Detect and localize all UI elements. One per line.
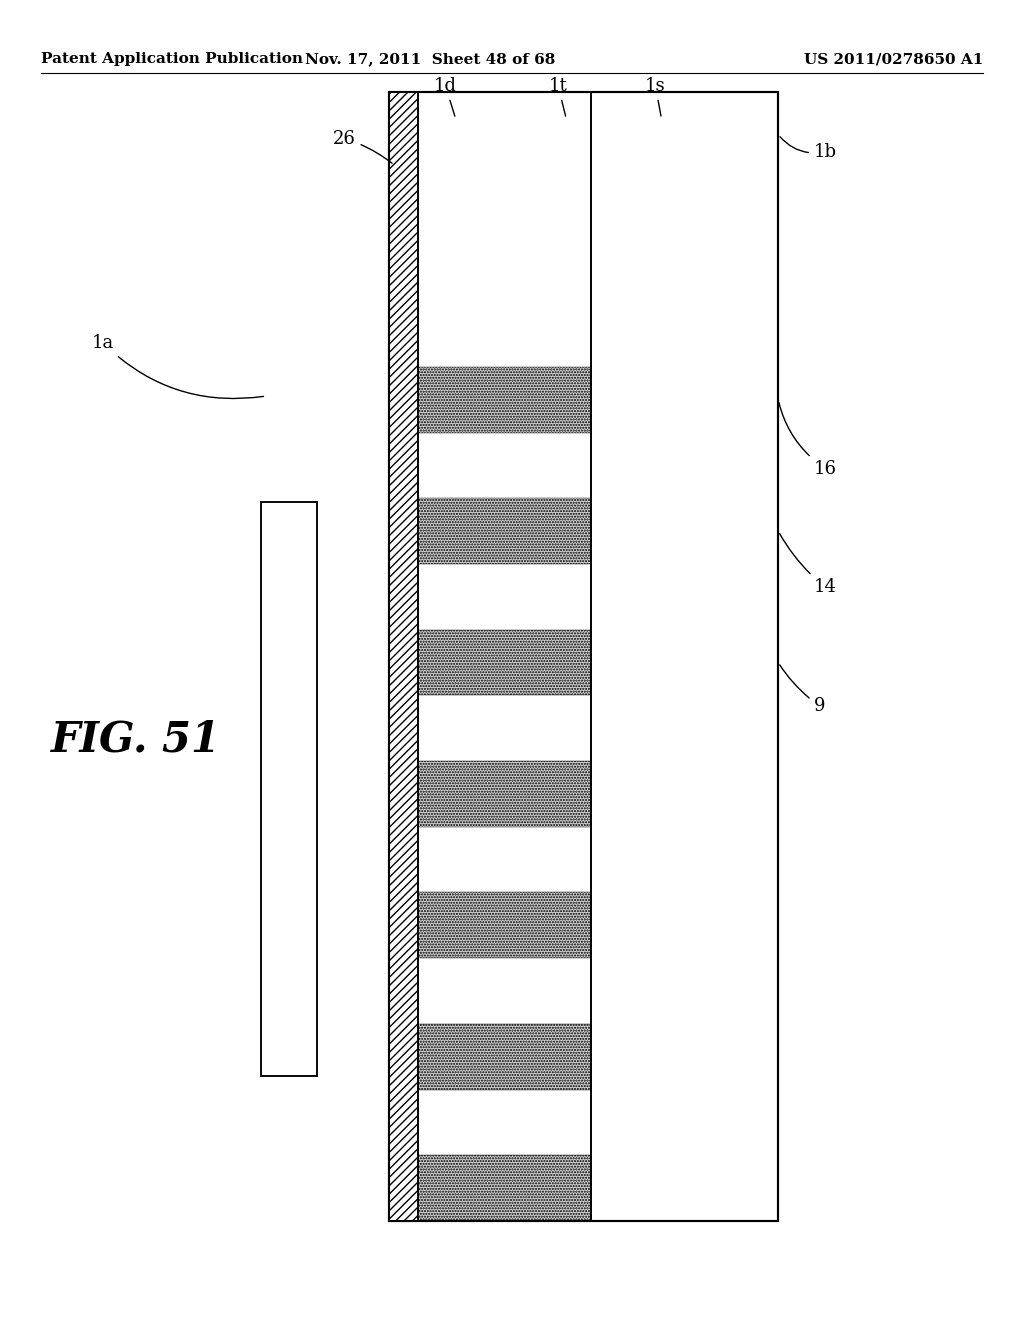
Text: Patent Application Publication: Patent Application Publication <box>41 53 303 66</box>
Text: FIG. 51: FIG. 51 <box>51 718 221 760</box>
Bar <box>418 367 592 433</box>
Text: US 2011/0278650 A1: US 2011/0278650 A1 <box>804 53 983 66</box>
Bar <box>389 92 418 1221</box>
Text: 16: 16 <box>779 403 837 478</box>
Bar <box>418 1155 592 1221</box>
Bar <box>389 92 418 1221</box>
Bar <box>389 92 778 1221</box>
Text: 1b: 1b <box>780 137 837 161</box>
Text: 26: 26 <box>333 129 392 164</box>
Bar <box>389 92 778 1221</box>
Bar <box>418 1024 592 1089</box>
Text: Nov. 17, 2011  Sheet 48 of 68: Nov. 17, 2011 Sheet 48 of 68 <box>305 53 555 66</box>
Bar <box>418 630 592 696</box>
Bar <box>418 762 592 826</box>
Bar <box>418 367 592 433</box>
Text: 1s: 1s <box>645 77 666 116</box>
Bar <box>418 630 592 696</box>
Bar <box>418 498 592 564</box>
Text: 1a: 1a <box>92 334 263 399</box>
Bar <box>418 498 592 564</box>
Bar <box>418 892 592 958</box>
Text: 1d: 1d <box>434 77 457 116</box>
Text: 14: 14 <box>779 533 837 597</box>
Bar <box>418 892 592 958</box>
Bar <box>418 1155 592 1221</box>
Bar <box>418 1024 592 1089</box>
Bar <box>261 502 317 1076</box>
Text: 1t: 1t <box>549 77 567 116</box>
Bar <box>418 762 592 826</box>
Text: 9: 9 <box>779 665 825 715</box>
